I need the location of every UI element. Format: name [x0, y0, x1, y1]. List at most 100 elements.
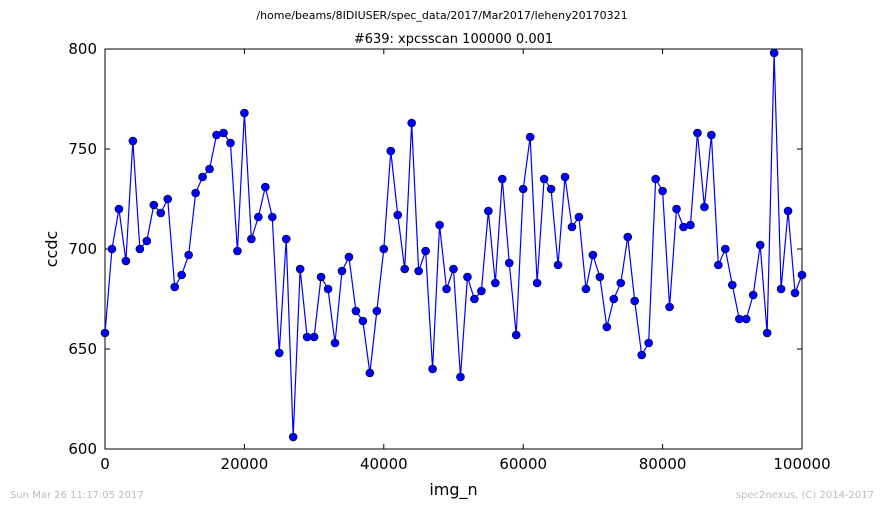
- y-tick-label: 650: [68, 340, 97, 358]
- data-point: [421, 246, 430, 256]
- data-point: [337, 266, 347, 276]
- data-point: [393, 210, 403, 220]
- data-point: [365, 368, 375, 378]
- data-point: [442, 284, 451, 294]
- data-point: [616, 278, 626, 288]
- data-point: [714, 260, 723, 270]
- data-point: [449, 264, 458, 274]
- data-point: [198, 172, 207, 182]
- x-tick-label: 40000: [360, 455, 408, 473]
- data-point: [581, 284, 591, 294]
- data-point: [107, 244, 117, 254]
- data-point: [247, 234, 256, 244]
- data-point: [372, 306, 382, 316]
- data-point: [658, 186, 667, 196]
- data-point: [170, 282, 179, 292]
- data-point: [623, 232, 633, 242]
- data-point: [672, 204, 681, 214]
- data-point: [261, 182, 270, 192]
- data-point: [414, 266, 423, 276]
- data-point: [602, 322, 612, 332]
- data-point: [435, 220, 444, 230]
- data-point: [254, 212, 263, 222]
- data-point: [400, 264, 410, 274]
- x-tick-label: 60000: [499, 455, 547, 473]
- data-point: [595, 272, 605, 282]
- data-point: [776, 284, 786, 294]
- data-point: [762, 328, 772, 338]
- y-axis-label: ccdc: [42, 231, 61, 268]
- data-point: [665, 302, 674, 312]
- data-point: [456, 372, 465, 382]
- series-layer: [100, 48, 807, 442]
- figure-suptitle: /home/beams/8IDIUSER/spec_data/2017/Mar2…: [256, 9, 627, 22]
- data-point: [156, 208, 166, 218]
- data-point: [428, 364, 437, 374]
- x-tick-label: 80000: [639, 455, 687, 473]
- data-point: [463, 272, 472, 282]
- data-point: [205, 164, 214, 174]
- data-point: [727, 280, 737, 290]
- data-point: [560, 172, 570, 182]
- data-point: [267, 212, 277, 222]
- data-point: [637, 350, 646, 360]
- data-point: [233, 246, 242, 256]
- data-point: [518, 184, 528, 194]
- data-point: [477, 286, 486, 296]
- data-point: [351, 306, 361, 316]
- data-point: [686, 220, 695, 230]
- plot-area: 0 20000 40000 60000 80000 100000 600 650 700 750 8…: [68, 40, 830, 473]
- data-point: [700, 202, 709, 212]
- data-point: [191, 188, 200, 198]
- data-point: [567, 222, 577, 232]
- data-point: [358, 316, 368, 326]
- axes-frame: [104, 48, 803, 450]
- data-point: [630, 296, 640, 306]
- data-point: [184, 250, 193, 260]
- data-point: [504, 258, 514, 268]
- data-point: [484, 206, 493, 216]
- data-point: [609, 294, 619, 304]
- data-point: [755, 240, 765, 250]
- x-tick-label: 100000: [773, 455, 830, 473]
- data-point: [748, 290, 758, 300]
- y-tick-label: 600: [68, 440, 97, 458]
- y-tick-label: 750: [68, 140, 97, 158]
- data-point: [379, 244, 389, 254]
- data-point: [128, 136, 138, 146]
- data-point: [532, 278, 542, 288]
- data-point: [553, 260, 563, 270]
- data-point: [240, 108, 249, 118]
- data-point: [100, 328, 110, 338]
- x-tick-label: 0: [100, 455, 110, 473]
- data-point: [511, 330, 521, 340]
- data-point: [288, 432, 298, 442]
- footer-credit: spec2nexus, (C) 2014-2017: [736, 490, 874, 501]
- data-point: [323, 284, 333, 294]
- data-point: [295, 264, 305, 274]
- data-point: [693, 128, 702, 138]
- data-point: [163, 194, 173, 204]
- data-point: [797, 270, 807, 280]
- data-point: [769, 48, 779, 58]
- data-point: [588, 250, 598, 260]
- data-point: [316, 272, 326, 282]
- data-point: [574, 212, 584, 222]
- data-point: [721, 244, 730, 254]
- data-point: [177, 270, 186, 280]
- data-point: [386, 146, 396, 156]
- data-point: [407, 118, 416, 128]
- axis-ticks: 0 20000 40000 60000 80000 100000 600 650 700 750 8…: [68, 40, 830, 473]
- data-point: [309, 332, 319, 342]
- data-point: [114, 204, 124, 214]
- data-point: [274, 348, 284, 358]
- data-point: [281, 234, 291, 244]
- data-point: [470, 294, 479, 304]
- data-point: [135, 244, 145, 254]
- data-point: [525, 132, 535, 142]
- y-tick-label: 700: [68, 240, 97, 258]
- data-point: [226, 138, 235, 148]
- data-point: [121, 256, 131, 266]
- data-point: [651, 174, 660, 184]
